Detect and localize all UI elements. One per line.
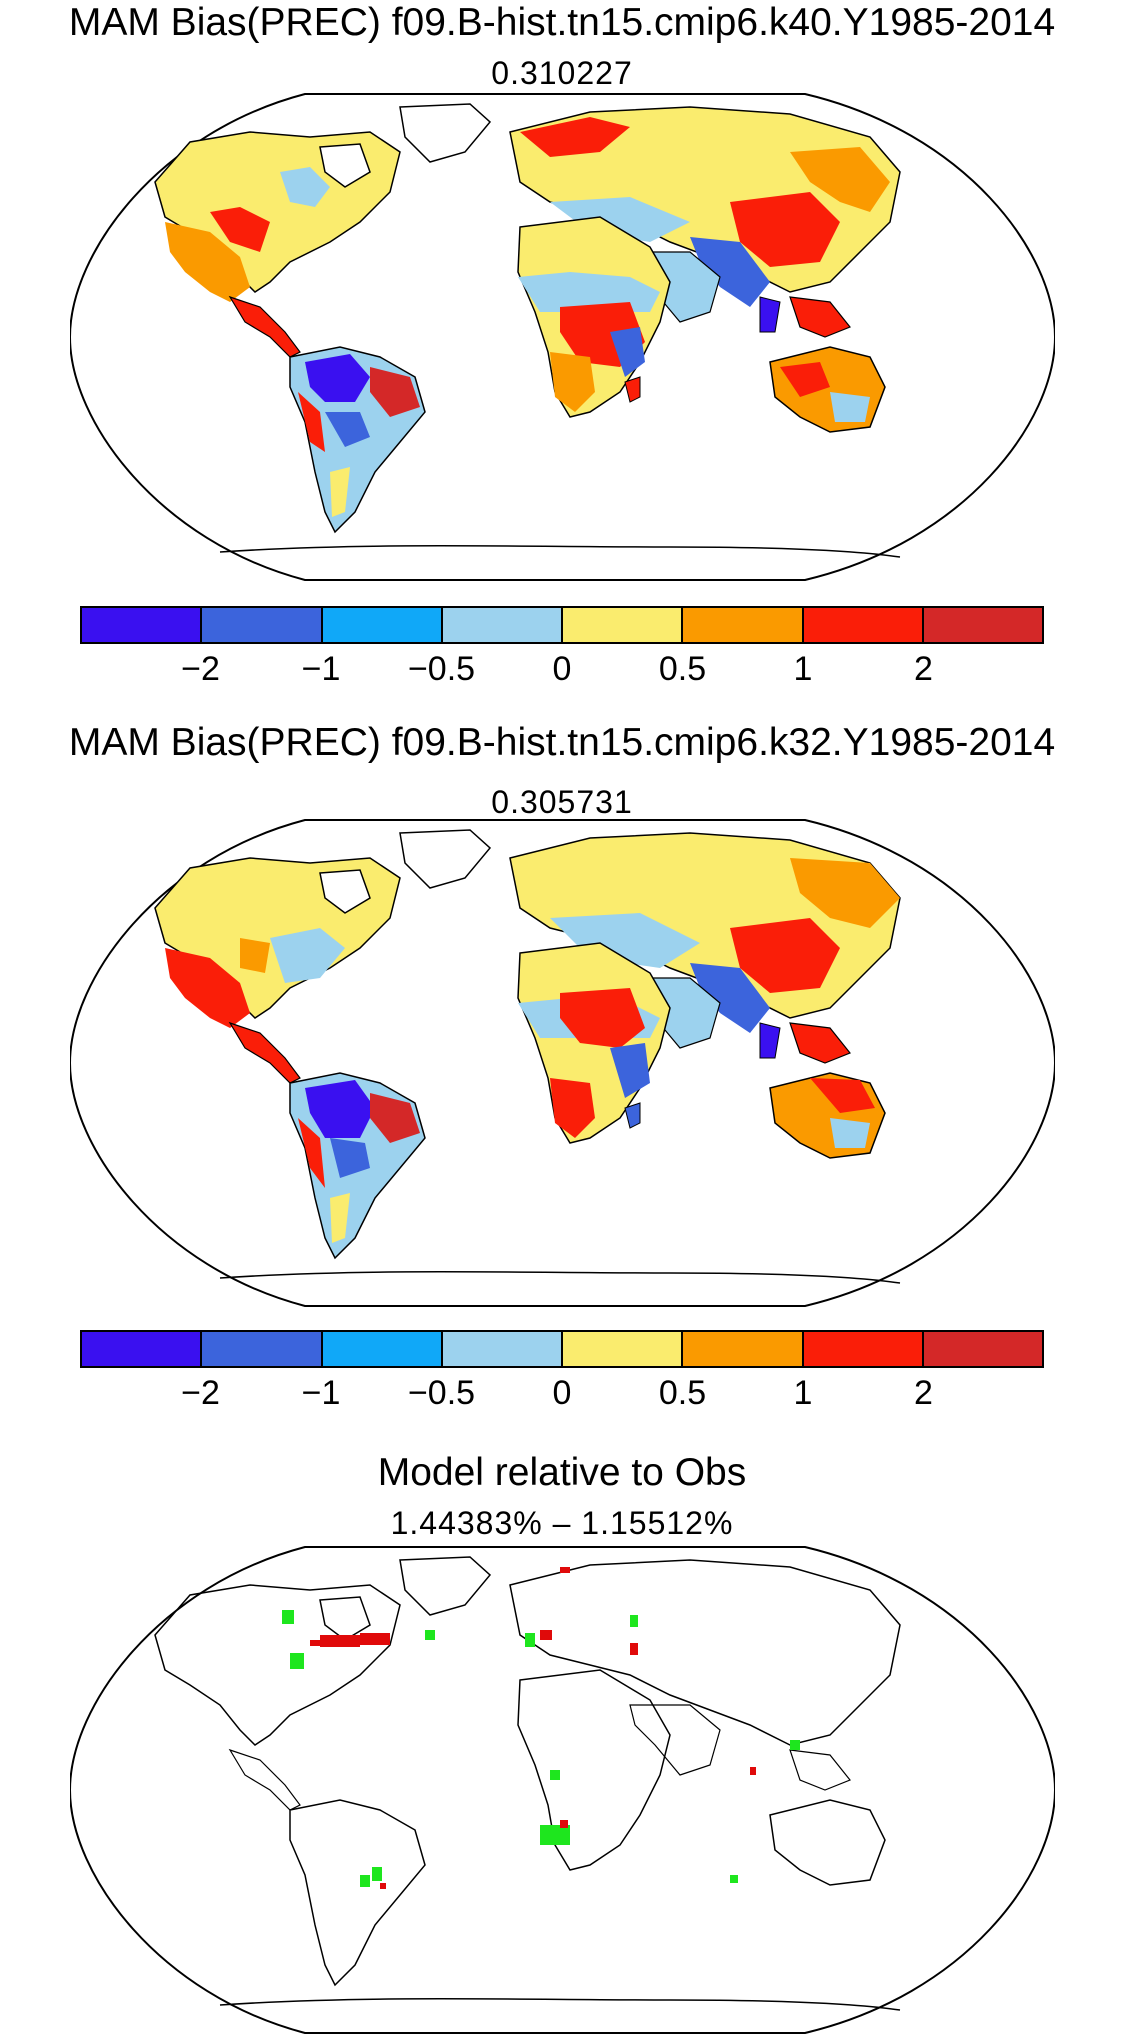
panel-2-colorbar (80, 1330, 1044, 1368)
panel-3-map (70, 1546, 1055, 2034)
panel-1-colorbar (80, 606, 1044, 644)
colorbar-tick-label: 0 (552, 1374, 572, 1412)
improved-cells (282, 1610, 800, 1887)
colorbar-swatch (442, 608, 563, 642)
panel-1-map (70, 93, 1055, 581)
colorbar-tick-label: 0 (552, 650, 572, 688)
colorbar-swatch (82, 1332, 203, 1366)
colorbar-swatch (202, 1332, 323, 1366)
colorbar-tick-label: 0.5 (658, 650, 707, 688)
panel-3-subtitle: 1.44383% – 1.15512% (390, 1505, 734, 1541)
colorbar-swatch (563, 608, 684, 642)
panel-1-subtitle: 0.310227 (491, 55, 633, 91)
colorbar-tick-label: 1 (793, 650, 813, 688)
colorbar-tick-label: −2 (181, 650, 220, 688)
panel-3-title: Model relative to Obs (377, 1451, 747, 1494)
colorbar-swatch (322, 1332, 443, 1366)
panel-2-title: MAM Bias(PREC) f09.B-hist.tn15.cmip6.k32… (68, 721, 1056, 764)
colorbar-swatch (202, 608, 323, 642)
colorbar-tick-label: −1 (301, 650, 341, 688)
panel-2-colorbar-labels: −2 −1 −0.5 0 0.5 1 2 (80, 1374, 1044, 1418)
colorbar-tick-label: 1 (793, 1374, 813, 1412)
colorbar-swatch (923, 608, 1042, 642)
panel-1-title: MAM Bias(PREC) f09.B-hist.tn15.cmip6.k40… (68, 1, 1056, 44)
colorbar-tick-label: −2 (181, 1374, 220, 1412)
colorbar-swatch (683, 1332, 804, 1366)
colorbar-swatch (442, 1332, 563, 1366)
colorbar-swatch (82, 608, 203, 642)
colorbar-swatch (803, 608, 924, 642)
colorbar-swatch (563, 1332, 684, 1366)
colorbar-swatch (803, 1332, 924, 1366)
colorbar-tick-label: −0.5 (407, 650, 476, 688)
colorbar-tick-label: 0.5 (658, 1374, 707, 1412)
colorbar-tick-label: −0.5 (407, 1374, 476, 1412)
colorbar-tick-label: 2 (914, 1374, 933, 1412)
panel-2-map (70, 819, 1055, 1307)
colorbar-swatch (683, 608, 804, 642)
degraded-cells (310, 1567, 756, 1889)
colorbar-swatch (322, 608, 443, 642)
colorbar-swatch (923, 1332, 1042, 1366)
panel-1-colorbar-labels: −2 −1 −0.5 0 0.5 1 2 (80, 650, 1044, 694)
colorbar-tick-label: −1 (301, 1374, 341, 1412)
colorbar-tick-label: 2 (914, 650, 933, 688)
panel-2-subtitle: 0.305731 (491, 784, 633, 820)
